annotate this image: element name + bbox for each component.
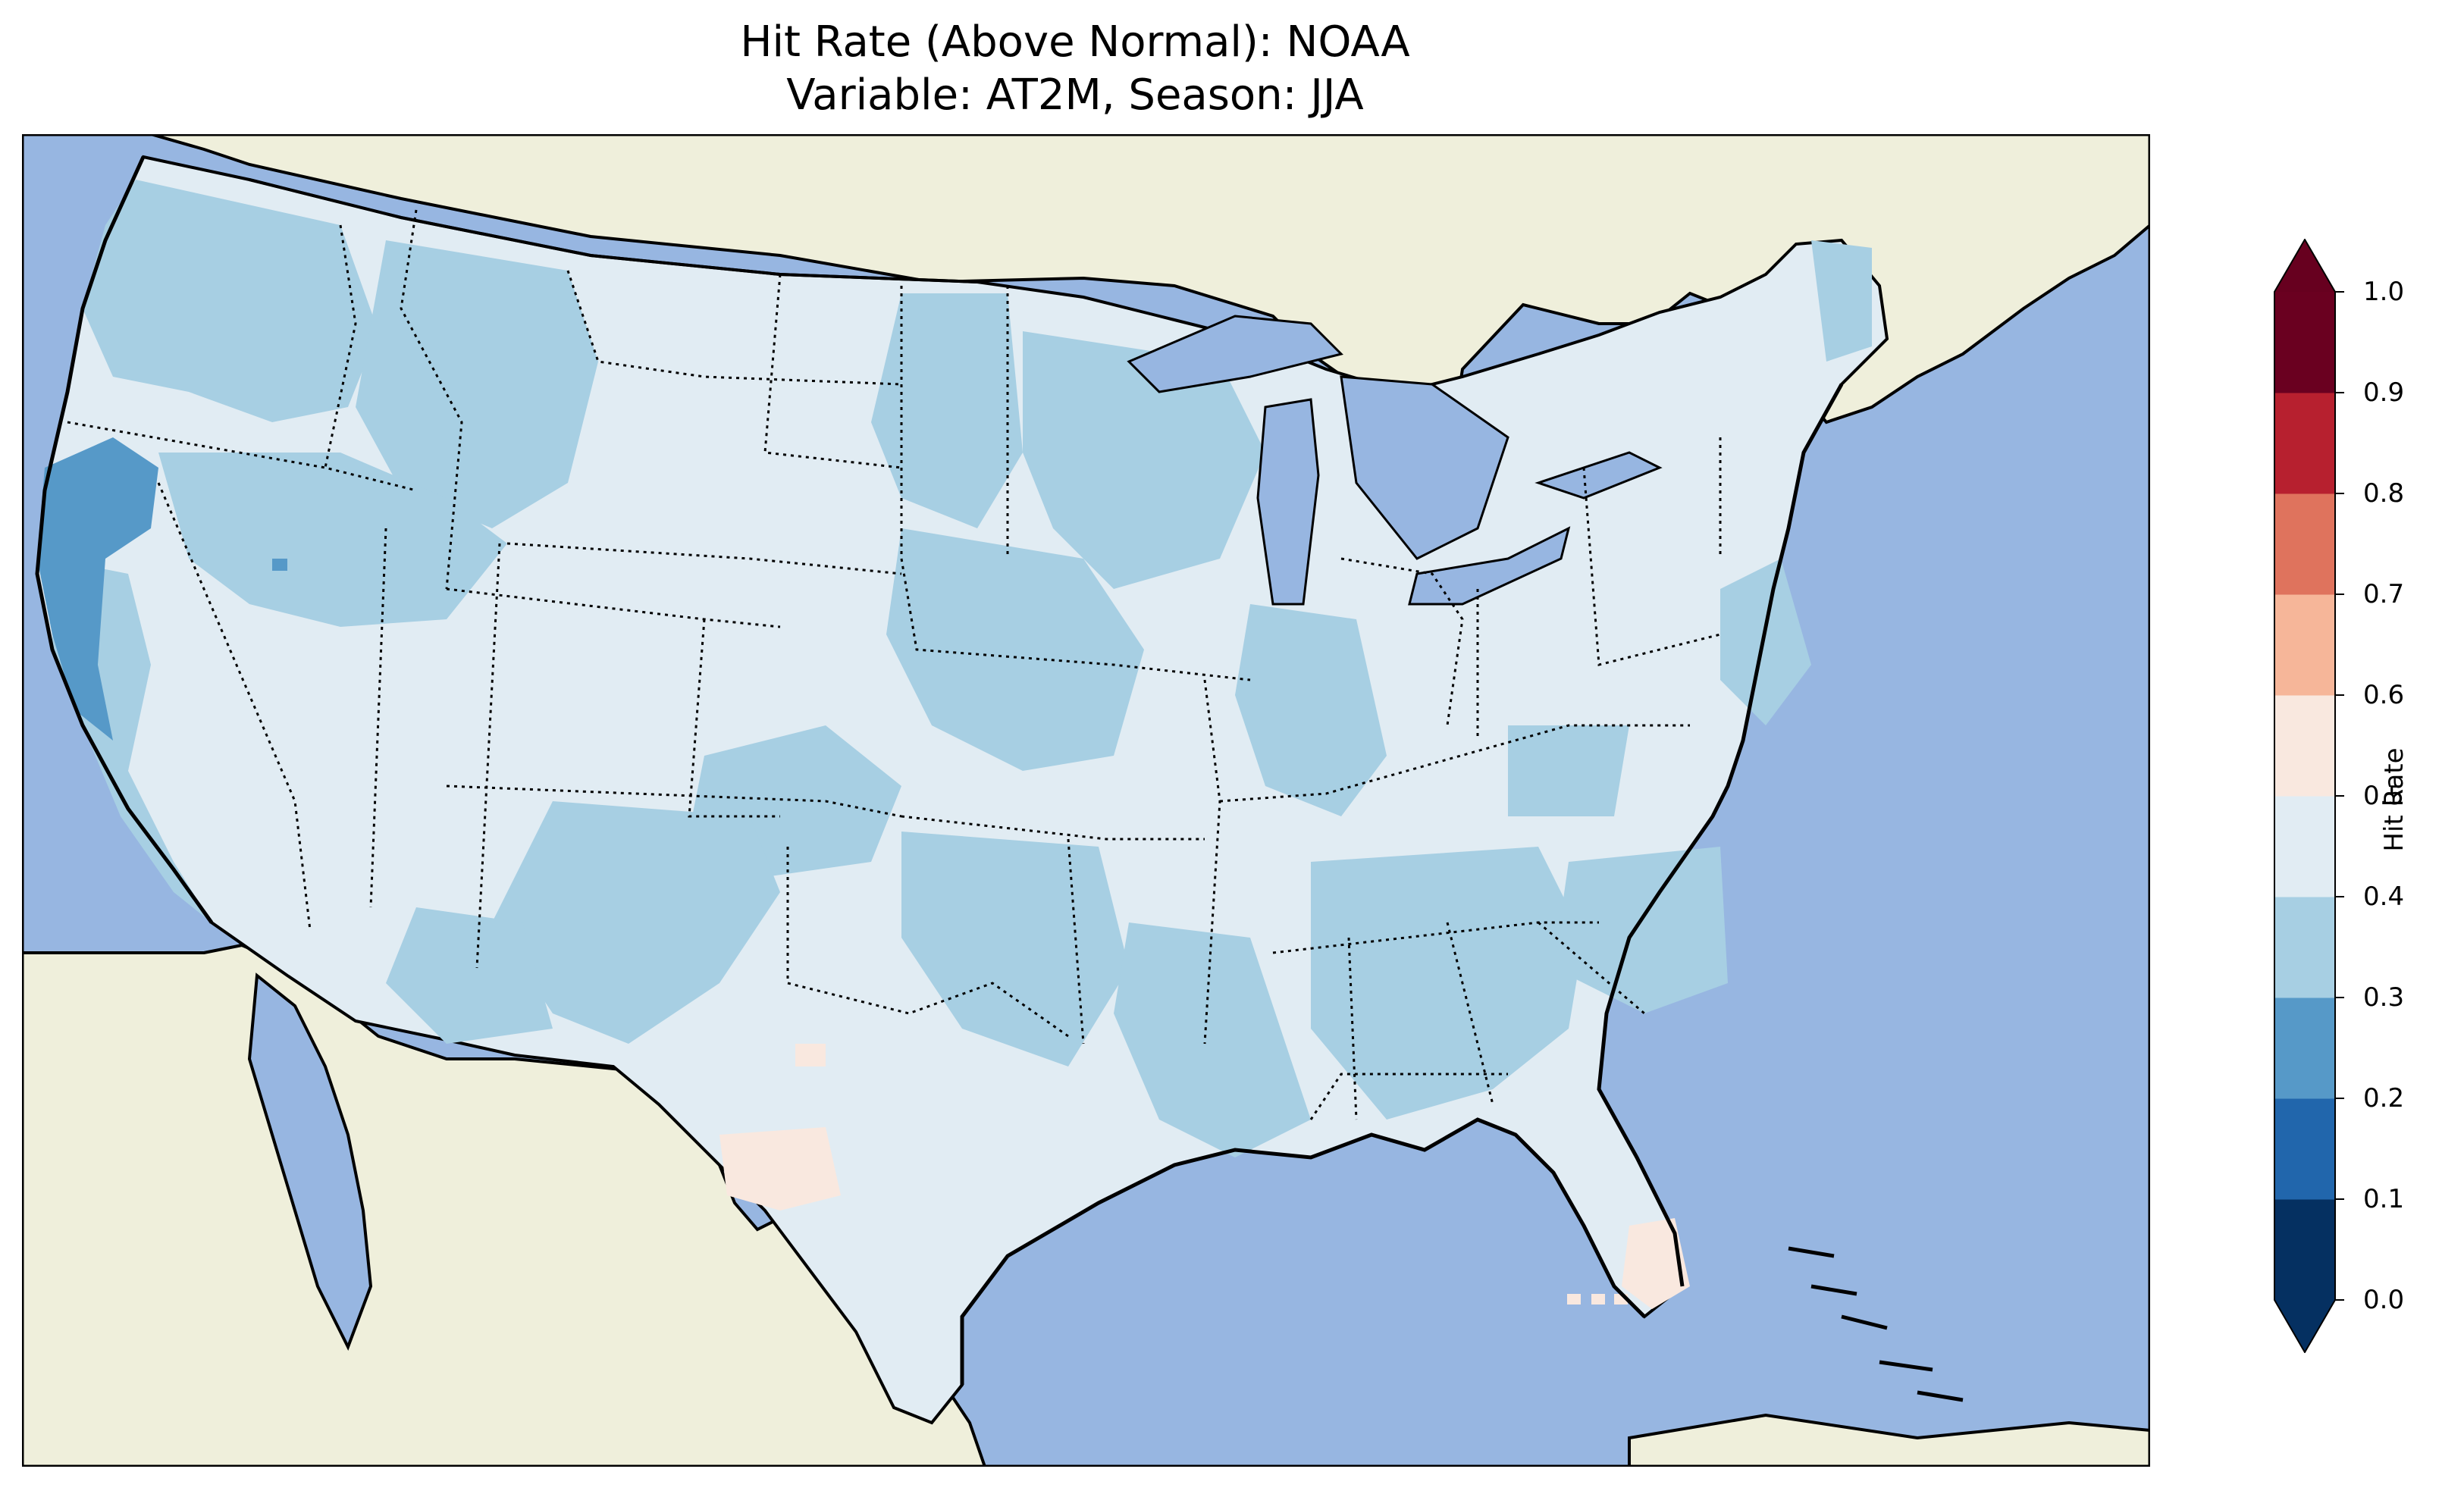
colorbar-segment [2274,1098,2335,1200]
colorbar-segment [2274,796,2335,897]
map-title: Hit Rate (Above Normal): NOAA [740,17,1410,67]
gulf-coastline [960,1117,1646,1385]
great-lakes [1127,315,1663,606]
hit-rate-0.5-0.6-regions [719,1044,1690,1309]
colorbar-tick-label: 0.6 [2363,680,2405,710]
colorbar-tick-label: 0.2 [2363,1083,2405,1113]
hit-rate-map [22,134,2150,1467]
colorbar-tick-label: 0.8 [2363,478,2405,509]
colorbar-segment [2274,292,2335,393]
map-frame-border [22,134,2150,1467]
colorbar-segment [2274,594,2335,696]
colorbar-segment [2274,1199,2335,1301]
colorbar-tick-label: 1.0 [2363,277,2405,307]
hit-rate-0.2-0.3-region [37,437,158,741]
colorbar-tick-label: 0.9 [2363,377,2405,408]
colorbar-tick-label: 0.7 [2363,579,2405,609]
colorbar-segment [2274,998,2335,1099]
state-borders [67,209,1722,1120]
gulf-of-california [247,973,373,1351]
bahamas-islands [1788,1246,1964,1402]
colorbar-segment [2274,695,2335,797]
colorbar-segment [2274,493,2335,595]
colorbar-tick-label: 0.1 [2363,1184,2405,1214]
hit-rate-0.3-0.4-regions [52,180,1872,1157]
colorbar-tick-label: 0.3 [2363,982,2405,1013]
hit-rate-0.2-0.3-cell [272,559,287,571]
colorbar-segment [2274,393,2335,494]
colorbar-segment [2274,897,2335,998]
east-coastline [1597,383,1844,1287]
colorbar-extend-over [2274,239,2335,292]
colorbar-tick-label: 0.5 [2363,781,2405,811]
cuba-land [1628,1413,2150,1467]
colorbar [2274,239,2344,1353]
colorbar-tick-label: 0.4 [2363,882,2405,912]
colorbar-tick-label: 0.0 [2363,1285,2405,1315]
west-coastline [35,155,214,924]
colorbar-extend-under [2274,1300,2335,1353]
colorbar-label: Hit Rate [2379,747,2409,852]
us-canada-border [249,178,978,283]
map-subtitle: Variable: AT2M, Season: JJA [786,70,1364,120]
